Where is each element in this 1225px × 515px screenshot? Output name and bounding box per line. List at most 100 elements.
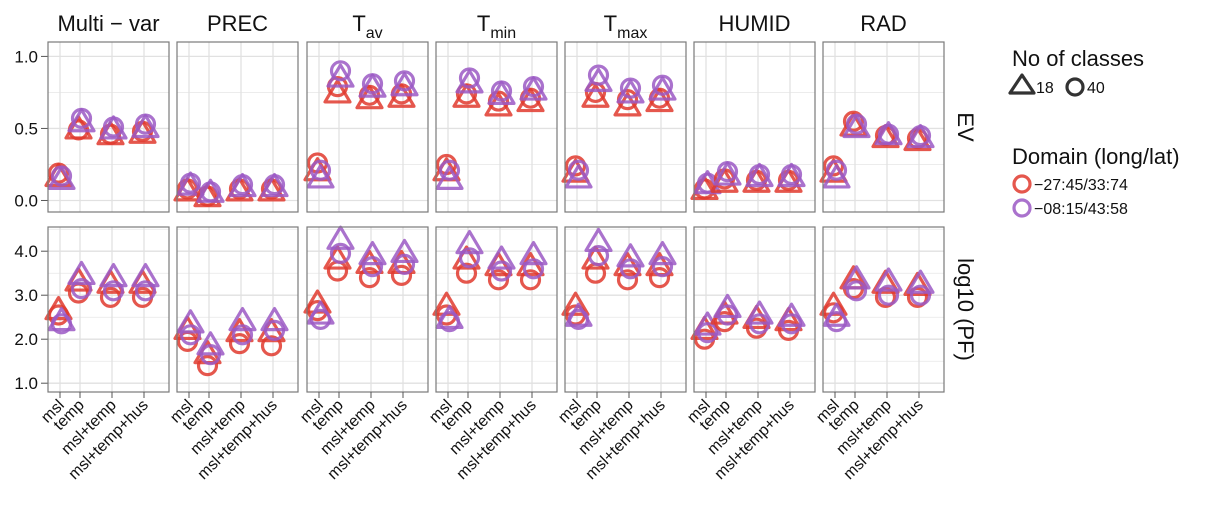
data-point-triangle [616,79,645,104]
legend-circle-icon [1065,77,1085,97]
data-point-circle [716,161,739,183]
data-point-circle [909,284,932,306]
data-point-circle [393,253,416,275]
data-point-triangle [358,241,387,266]
facet-panel-0-3 [432,41,558,213]
data-point-circle [619,258,642,280]
data-point-circle [748,163,771,186]
data-point-triangle [99,115,128,140]
data-point-circle [519,269,542,291]
data-point-circle [567,308,590,330]
data-point-circle [845,280,868,302]
data-point-triangle [176,309,205,334]
data-point-triangle [713,293,742,319]
data-point-circle [50,313,73,335]
facet-panel-1-3 [432,226,558,393]
data-point-triangle [648,241,677,266]
data-point-circle [134,280,157,302]
data-point-triangle [584,227,613,253]
data-point-circle [696,322,719,344]
data-point-triangle [260,172,289,198]
y-tick-label: 0.5 [14,119,38,138]
data-point-triangle [519,76,548,101]
data-point-triangle [131,263,160,288]
data-point-circle [651,74,674,96]
data-point-circle [490,260,513,282]
panel-border [435,41,558,213]
data-point-triangle [874,267,903,292]
data-point-triangle [196,331,225,356]
data-point-circle [587,64,610,86]
data-point-triangle [67,260,96,286]
facet-panel-0-5 [690,41,816,213]
data-point-circle [716,304,739,326]
legend: No of classes 18 40 Domain (long/lat) −27:45… [1008,46,1180,218]
panel-border [822,226,945,393]
data-point-circle [842,110,865,132]
facet-column-title: PREC [207,11,268,36]
panel-border [306,41,429,213]
facet-panel-1-5 [690,226,816,393]
data-point-circle [490,80,513,102]
data-point-triangle [487,80,516,105]
panel-border [306,226,429,393]
y-tick-label: 0.0 [14,191,38,210]
data-point-circle [822,155,845,177]
data-point-triangle [228,172,257,198]
data-point-triangle [228,307,257,332]
data-point-circle [587,245,610,267]
panel-border [176,41,299,213]
panel-border [693,226,816,393]
y-tick-label: 1.0 [14,47,38,66]
data-point-triangle [390,238,419,264]
panel-border [435,226,558,393]
facet-panel-1-0 [44,226,170,393]
panel-border [822,41,945,213]
data-point-circle [309,308,332,330]
facet-panel-1-2 [303,225,429,393]
data-point-triangle [648,76,677,101]
data-point-triangle [777,302,806,327]
y-tick-label: 1.0 [14,374,38,393]
data-point-circle [564,155,587,177]
facet-panel-0-6 [819,41,945,213]
data-point-circle [102,280,125,302]
data-point-circle [47,162,70,184]
data-point-triangle [581,83,610,108]
data-point-triangle [713,161,742,186]
facet-panel-0-0 [44,41,170,213]
panel-border [47,41,170,213]
data-point-circle [748,313,771,335]
data-point-circle [390,264,413,286]
data-point-triangle [131,113,160,139]
y-tick-label: 2.0 [14,330,38,349]
facet-column-title: RAD [860,11,906,36]
data-point-triangle [323,245,352,270]
data-point-triangle [561,291,590,316]
legend-title-domain: Domain (long/lat) [1012,144,1180,169]
data-point-circle [393,70,416,92]
facet-panel-0-4 [561,41,687,213]
facet-column-title: HUMID [718,11,790,36]
data-point-triangle [519,241,548,266]
data-point-circle [438,159,461,181]
data-point-circle [522,76,545,98]
data-point-circle [458,247,481,269]
data-point-triangle [452,83,481,108]
legend-label: −27:45/33:74 [1034,177,1128,194]
data-point-triangle [906,123,935,149]
facet-column-title: Tav [352,11,382,42]
data-point-triangle [260,307,289,332]
facet-column-title: Tmin [477,11,516,42]
data-point-circle [487,269,510,291]
data-point-circle [458,67,481,89]
data-point-triangle [99,263,128,288]
data-point-circle [47,304,70,326]
data-point-circle [616,269,639,291]
data-point-circle [780,163,803,186]
data-point-circle [309,159,332,181]
panel-border [564,226,687,393]
legend-label: −08:15/43:58 [1034,201,1128,218]
data-point-circle [329,60,352,82]
data-point-circle [102,116,125,138]
